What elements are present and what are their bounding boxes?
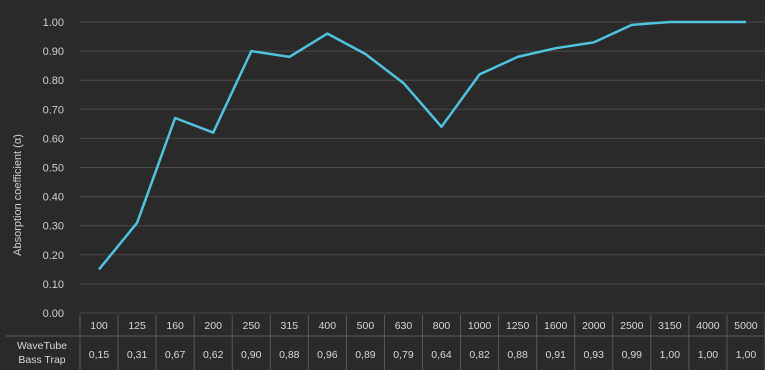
- x-tick-label: 2000: [582, 320, 606, 332]
- x-tick-label: 3150: [658, 320, 682, 332]
- x-tick-label: 5000: [734, 320, 758, 332]
- data-label: 0,96: [317, 349, 338, 361]
- x-tick-label: 100: [90, 320, 108, 332]
- y-tick-label: 0.90: [43, 46, 64, 58]
- y-tick-label: 1.00: [43, 17, 64, 29]
- y-tick-label: 0.70: [43, 104, 64, 116]
- y-tick-label: 0.30: [43, 221, 64, 233]
- data-label: 0,31: [127, 349, 148, 361]
- x-tick-label: 630: [395, 320, 413, 332]
- x-tick-label: 160: [166, 320, 184, 332]
- data-label: 1,00: [736, 349, 757, 361]
- y-tick-labels: 0.00 0.10 0.20 0.30 0.40 0.50 0.60 0.70 0.80 0.90…: [43, 17, 64, 320]
- data-label: 1,00: [698, 349, 719, 361]
- y-tick-label: 0.50: [43, 163, 64, 175]
- y-tick-label: 0.80: [43, 75, 64, 87]
- data-label: 0,82: [469, 349, 490, 361]
- y-axis-label: Absorption coefficient (α): [12, 134, 24, 256]
- x-tick-label: 1250: [506, 320, 530, 332]
- x-tick-label: 315: [281, 320, 299, 332]
- x-tick-label: 500: [357, 320, 375, 332]
- y-tick-label: 0.10: [43, 279, 64, 291]
- table-text: WaveTube Bass Trap 100 0,15 125 0,31 160 0,67…: [17, 320, 758, 366]
- x-tick-label: 2500: [620, 320, 644, 332]
- data-label: 0,88: [279, 349, 300, 361]
- data-label: 0,79: [393, 349, 414, 361]
- data-label: 1,00: [660, 349, 681, 361]
- data-label: 0,91: [545, 349, 566, 361]
- data-label: 0,99: [622, 349, 643, 361]
- x-tick-label: 1600: [544, 320, 568, 332]
- data-label: 0,89: [355, 349, 376, 361]
- x-tick-label: 400: [319, 320, 337, 332]
- grid-layer: [80, 21, 765, 314]
- x-tick-label: 1000: [468, 320, 492, 332]
- x-tick-label: 200: [204, 320, 222, 332]
- x-tick-label: 4000: [696, 320, 720, 332]
- series-layer: [98, 20, 747, 271]
- series-line: [98, 20, 746, 271]
- data-label: 0,15: [89, 349, 110, 361]
- data-label: 0,93: [584, 349, 605, 361]
- x-tick-label: 250: [242, 320, 260, 332]
- data-label: 0,62: [203, 349, 224, 361]
- data-label: 0,64: [431, 349, 452, 361]
- data-label: 0,88: [507, 349, 528, 361]
- x-tick-label: 800: [433, 320, 451, 332]
- data-label: 0,90: [241, 349, 262, 361]
- y-tick-label: 0.40: [43, 192, 64, 204]
- y-tick-label: 0.20: [43, 250, 64, 262]
- y-tick-label: 0.60: [43, 133, 64, 145]
- data-label: 0,67: [165, 349, 186, 361]
- data-table: [6, 315, 765, 370]
- y-tick-label: 0.00: [43, 308, 64, 320]
- row-header-line1: WaveTube: [17, 340, 67, 352]
- x-tick-label: 125: [128, 320, 146, 332]
- row-header-line2: Bass Trap: [18, 354, 65, 366]
